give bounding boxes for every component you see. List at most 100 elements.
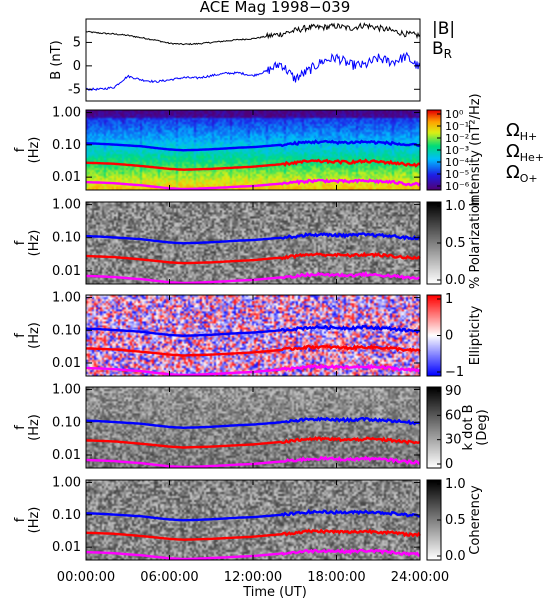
heatmap-image: [86, 480, 420, 560]
y-tick-label: 1.00: [52, 476, 81, 491]
colorbar-tick-label: 10⁻³: [445, 144, 469, 157]
chart-title: ACE Mag 1998−039: [200, 0, 351, 16]
y-tick-label: 1.00: [52, 106, 81, 121]
y-axis-label: B (nT): [49, 40, 64, 79]
legend-h-plus: ΩH+: [506, 120, 537, 143]
y-axis-label: f: [13, 147, 28, 152]
colorbar-tick-label: 0.5: [445, 513, 466, 528]
colorbar-label: % Polarization: [468, 197, 483, 289]
y-tick-label: 0: [73, 59, 81, 74]
colorbar-label: (Deg): [475, 409, 490, 445]
gyro-line-h-plus: [86, 232, 421, 245]
colorbar-label: Coherency: [468, 485, 483, 555]
colorbar-label: k dot B: [461, 404, 476, 450]
colorbar-tick-label: 90: [445, 384, 462, 399]
heatmap-image: [86, 110, 420, 190]
colorbar: [427, 295, 441, 376]
y-axis-label-unit: (Hz): [27, 322, 42, 349]
colorbar-tick-label: 1.0: [445, 199, 466, 214]
y-tick-label: 0.10: [52, 508, 81, 523]
colorbar-tick-label: 60: [445, 408, 462, 423]
colorbar-tick-label: 10⁻²: [445, 132, 469, 145]
y-axis-label: f: [13, 425, 28, 430]
y-axis-label: f: [13, 333, 28, 338]
y-axis-label: f: [13, 240, 28, 245]
heatmap-image: [86, 295, 420, 376]
x-axis-label: Time (UT): [242, 585, 307, 600]
y-axis-label-unit: (Hz): [27, 414, 42, 441]
gyro-line-he-plus: [86, 436, 421, 449]
y-axis-label: f: [13, 517, 28, 522]
legend-b-r: BR: [432, 39, 452, 61]
x-tick-label: 00:00:00: [57, 570, 115, 585]
x-tick-label: 12:00:00: [224, 570, 282, 585]
panel-kdotb: 1.00 0.10 0.01 f (Hz) 90 60 30 0 k dot B (Deg): [13, 383, 490, 472]
plot-frame: [85, 18, 421, 102]
gyro-line-h-plus: [86, 324, 421, 338]
y-axis-label-unit: (Hz): [27, 507, 42, 534]
colorbar-tick-label: 0.0: [445, 549, 466, 564]
y-tick-label: 0.01: [52, 540, 81, 555]
colorbar-tick-label: 10⁻⁵: [445, 168, 469, 181]
y-tick-label: 1.00: [52, 383, 81, 398]
colorbar-tick-label: 0.0: [445, 273, 466, 288]
colorbar-label: Intensity (nT²/Hz): [468, 93, 483, 206]
series-line-b-r: [85, 51, 421, 92]
y-axis-label-unit: (Hz): [27, 137, 42, 164]
colorbar-label: Ellipticity: [468, 305, 483, 365]
y-tick-label: 1.00: [52, 291, 81, 306]
colorbar: [427, 480, 441, 560]
x-tick-label: 18:00:00: [307, 570, 365, 585]
heatmap-image: [86, 202, 420, 284]
panel-intensity: 1.00 0.10 0.01 f (Hz) 10⁰10⁻¹10⁻²10⁻³10⁻⁴10⁻⁵…: [13, 93, 544, 206]
y-tick-label: 0.01: [52, 170, 81, 185]
colorbar: [427, 110, 441, 190]
gyro-line-h-plus: [86, 139, 421, 152]
panel-polarization: 1.00 0.10 0.01 f (Hz) 1.0 0.5 0.0% Polarization: [13, 197, 483, 289]
y-tick-label: 0.10: [52, 323, 81, 338]
colorbar-tick-label: 1: [445, 292, 453, 307]
y-tick-label: 0.01: [52, 264, 81, 279]
panel-magnetic-field: -5 0 5 B (nT) |B|BR: [49, 18, 455, 102]
colorbar-tick-label: 10⁻⁴: [445, 156, 470, 169]
colorbar-tick-label: −1: [445, 365, 464, 380]
y-tick-label: -5: [68, 82, 81, 97]
colorbar-tick-label: 10⁰: [445, 108, 464, 121]
colorbar: [427, 202, 441, 284]
heatmap-image: [86, 387, 420, 468]
y-tick-label: 0.01: [52, 448, 81, 463]
gyro-line-h-plus: [86, 508, 421, 522]
colorbar-tick-label: 30: [445, 433, 462, 448]
legend-b-total: |B|: [432, 19, 455, 39]
gyro-line-he-plus: [85, 251, 421, 265]
gyro-line-h-plus: [86, 416, 421, 430]
colorbar: [427, 387, 441, 468]
y-tick-label: 0.10: [52, 138, 81, 153]
y-tick-label: 0.01: [52, 356, 81, 371]
y-axis-label-unit: (Hz): [27, 230, 42, 257]
y-tick-label: 1.00: [52, 198, 81, 213]
y-tick-label: 0.10: [52, 415, 81, 430]
panel-ellipticity: 1.00 0.10 0.01 f (Hz) 1 0 −1 Ellipticity: [13, 291, 483, 380]
colorbar-tick-label: 1.0: [445, 477, 466, 492]
x-tick-label: 24:00:00: [391, 570, 449, 585]
legend-o-plus: ΩO+: [506, 162, 538, 185]
gyro-line-he-plus: [85, 528, 421, 541]
colorbar-tick-label: 0: [445, 457, 453, 472]
y-tick-label: 5: [73, 35, 81, 50]
panel-coherency: 1.00 0.10 0.01 f (Hz) 00:00:00 06:00:00 12:00:0…: [13, 476, 483, 585]
colorbar-tick-label: 0: [445, 329, 453, 344]
plot-area: [86, 19, 420, 101]
colorbar-tick-label: 0.5: [445, 236, 466, 251]
y-tick-label: 0.10: [52, 231, 81, 246]
colorbar-frame: [426, 386, 442, 469]
gyro-line-he-plus: [85, 158, 421, 171]
x-tick-label: 06:00:00: [140, 570, 198, 585]
colorbar-tick-label: 10⁻¹: [445, 120, 469, 133]
series-line-b-total: [85, 22, 421, 46]
legend-he-plus: ΩHe+: [506, 141, 544, 164]
colorbar-tick-label: 10⁻⁶: [445, 180, 470, 193]
gyro-line-he-plus: [86, 344, 421, 357]
